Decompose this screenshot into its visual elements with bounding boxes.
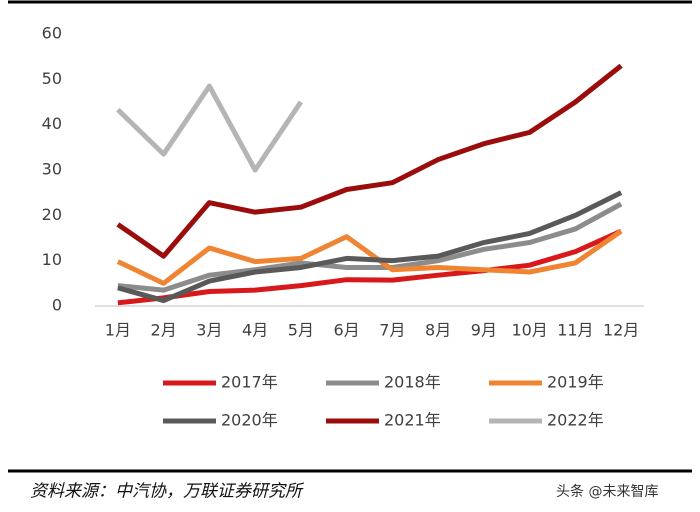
y-tick-label: 60 xyxy=(42,24,62,43)
x-tick-label: 4月 xyxy=(242,321,268,340)
series-line xyxy=(117,190,623,304)
x-tick-label: 2月 xyxy=(151,321,177,340)
y-tick-label: 30 xyxy=(42,160,62,179)
x-tick-label: 5月 xyxy=(288,321,314,340)
legend-label: 2021年 xyxy=(384,411,441,430)
x-tick-label: 3月 xyxy=(196,321,222,340)
series-line xyxy=(116,229,623,286)
y-tick-label: 10 xyxy=(42,250,62,269)
source: 资料来源：中汽协，万联证券研究所 xyxy=(30,482,305,502)
legend-label: 2022年 xyxy=(547,411,604,430)
watermark: 头条 @未来智库 xyxy=(556,483,658,500)
x-tick-label: 12月 xyxy=(603,321,639,340)
series-line xyxy=(117,201,623,293)
y-tick-label: 40 xyxy=(42,114,62,133)
y-tick-label: 0 xyxy=(52,296,62,315)
series-line xyxy=(116,63,623,259)
y-tick-label: 20 xyxy=(42,205,62,224)
series-line xyxy=(116,83,303,173)
legend-label: 2018年 xyxy=(384,373,441,392)
legend-label: 2017年 xyxy=(221,373,278,392)
x-tick-label: 10月 xyxy=(511,321,547,340)
x-tick-label: 8月 xyxy=(425,321,451,340)
x-tick-label: 11月 xyxy=(557,321,593,340)
series-line xyxy=(117,228,623,306)
y-tick-label: 50 xyxy=(42,69,62,88)
legend-label: 2019年 xyxy=(547,373,604,392)
x-tick-label: 1月 xyxy=(105,321,131,340)
x-tick-label: 6月 xyxy=(334,321,360,340)
x-tick-label: 9月 xyxy=(471,321,497,340)
legend-label: 2020年 xyxy=(221,411,278,430)
x-tick-label: 7月 xyxy=(379,321,405,340)
